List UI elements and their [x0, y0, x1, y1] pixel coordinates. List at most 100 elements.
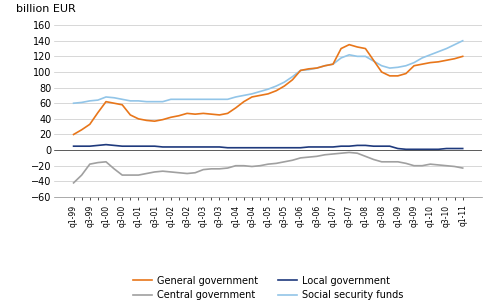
- General government: [241, 100, 247, 104]
- Social security funds: [135, 99, 141, 103]
- Local government: [79, 144, 85, 148]
- Local government: [184, 145, 190, 149]
- Social security funds: [354, 55, 360, 58]
- Social security funds: [111, 96, 117, 100]
- Local government: [119, 144, 125, 148]
- Social security funds: [216, 98, 222, 101]
- Social security funds: [403, 64, 409, 68]
- General government: [379, 70, 385, 74]
- Local government: [233, 146, 239, 150]
- Local government: [411, 148, 417, 151]
- Local government: [225, 146, 231, 150]
- Line: Social security funds: Social security funds: [74, 41, 462, 103]
- Social security funds: [225, 98, 231, 101]
- Central government: [241, 164, 247, 168]
- Social security funds: [338, 56, 344, 60]
- General government: [330, 62, 336, 66]
- Social security funds: [192, 98, 198, 101]
- Local government: [338, 144, 344, 148]
- Social security funds: [346, 53, 352, 57]
- Local government: [144, 144, 150, 148]
- General government: [209, 112, 215, 116]
- Central government: [225, 166, 231, 170]
- General government: [395, 74, 401, 78]
- Social security funds: [184, 98, 190, 101]
- Local government: [273, 146, 279, 150]
- General government: [152, 119, 157, 123]
- Central government: [152, 170, 157, 174]
- General government: [289, 78, 295, 82]
- Social security funds: [119, 98, 125, 101]
- General government: [111, 102, 117, 105]
- General government: [160, 118, 166, 122]
- Social security funds: [363, 55, 369, 58]
- Central government: [127, 173, 133, 177]
- Central government: [95, 161, 101, 165]
- Local government: [281, 146, 287, 150]
- General government: [387, 74, 393, 78]
- Central government: [111, 167, 117, 171]
- Central government: [452, 165, 458, 168]
- General government: [298, 68, 304, 72]
- Local government: [216, 145, 222, 149]
- Social security funds: [314, 66, 320, 70]
- Central government: [184, 172, 190, 175]
- Central government: [216, 167, 222, 171]
- Central government: [346, 151, 352, 154]
- Local government: [322, 145, 328, 149]
- General government: [428, 61, 433, 65]
- Local government: [135, 144, 141, 148]
- Local government: [395, 147, 401, 150]
- Local government: [444, 147, 450, 150]
- General government: [363, 47, 369, 50]
- Local government: [314, 145, 320, 149]
- General government: [216, 113, 222, 117]
- Central government: [176, 171, 182, 175]
- General government: [444, 58, 450, 62]
- Local government: [370, 144, 376, 148]
- Central government: [306, 155, 311, 159]
- Social security funds: [460, 39, 465, 42]
- Local government: [241, 146, 247, 150]
- Central government: [354, 152, 360, 155]
- General government: [192, 112, 198, 116]
- Social security funds: [257, 90, 263, 93]
- Social security funds: [176, 98, 182, 101]
- Local government: [306, 145, 311, 149]
- General government: [273, 89, 279, 92]
- Local government: [460, 147, 465, 150]
- Local government: [249, 146, 255, 150]
- Social security funds: [71, 102, 77, 105]
- Local government: [111, 144, 117, 147]
- Local government: [330, 145, 336, 149]
- Local government: [87, 144, 92, 148]
- Central government: [330, 152, 336, 156]
- Local government: [387, 144, 393, 148]
- General government: [265, 92, 271, 96]
- Central government: [379, 160, 385, 164]
- Social security funds: [273, 84, 279, 88]
- Central government: [298, 156, 304, 160]
- Central government: [103, 160, 109, 164]
- Central government: [314, 155, 320, 158]
- Social security funds: [322, 64, 328, 68]
- General government: [127, 113, 133, 117]
- General government: [144, 118, 150, 122]
- General government: [354, 45, 360, 49]
- Central government: [435, 163, 441, 167]
- Central government: [160, 169, 166, 173]
- Central government: [200, 168, 206, 171]
- Central government: [119, 173, 125, 177]
- General government: [338, 47, 344, 50]
- General government: [225, 112, 231, 115]
- Central government: [338, 152, 344, 155]
- Central government: [87, 162, 92, 166]
- Local government: [127, 144, 133, 148]
- Central government: [444, 164, 450, 168]
- Local government: [160, 145, 166, 149]
- Line: Central government: Central government: [74, 152, 462, 183]
- Local government: [103, 143, 109, 146]
- Central government: [403, 161, 409, 165]
- Social security funds: [233, 95, 239, 99]
- Central government: [411, 164, 417, 168]
